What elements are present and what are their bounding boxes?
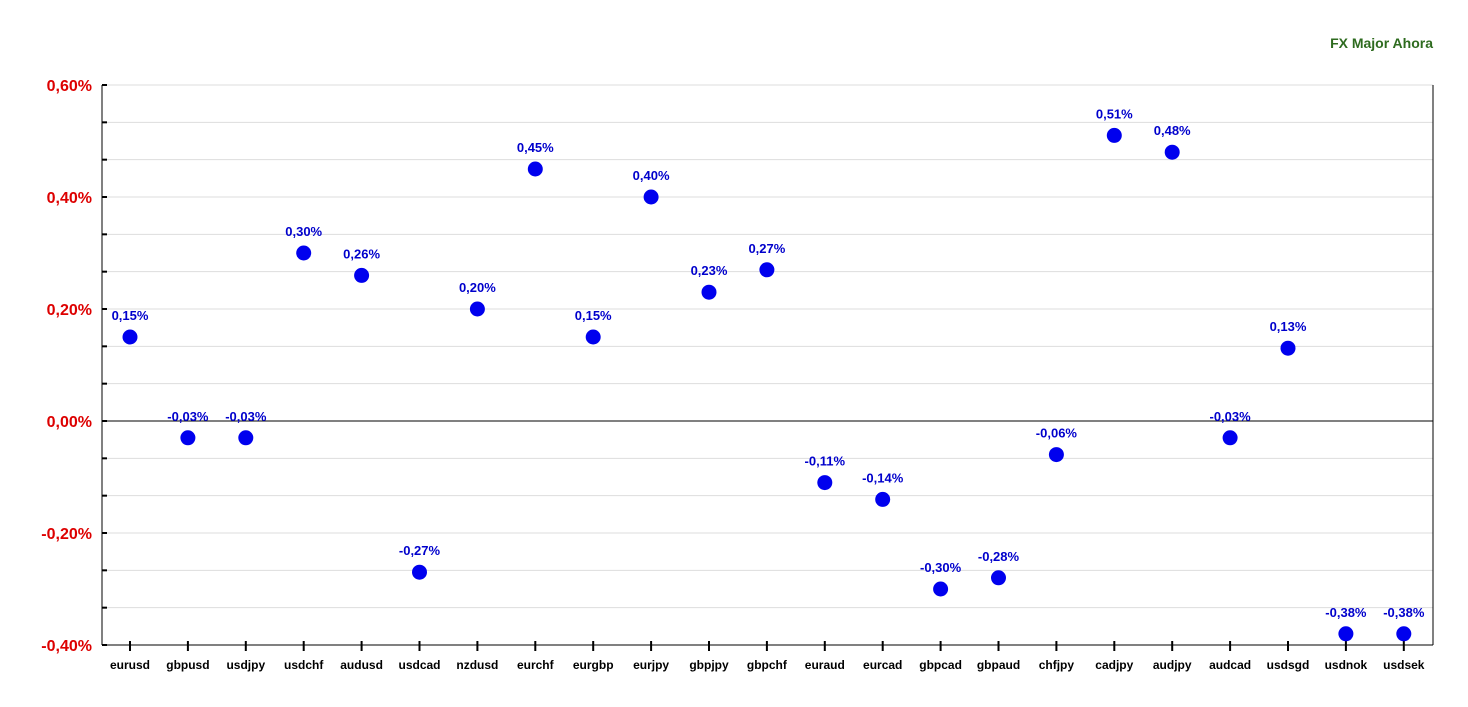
- data-label: 0,45%: [517, 140, 554, 155]
- x-tick-label: eurusd: [110, 658, 150, 672]
- data-point: [238, 430, 254, 446]
- x-tick-labels: eurusd gbpusd usdjpy usdchf audusd usdcad nzdu…: [110, 658, 1425, 672]
- x-tick-label: usdsgd: [1267, 658, 1310, 672]
- data-label: 0,40%: [633, 168, 670, 183]
- x-tick-label: usdcad: [398, 658, 440, 672]
- data-label: 0,27%: [748, 241, 785, 256]
- x-tick-label: usdsek: [1383, 658, 1425, 672]
- data-point: [643, 189, 659, 205]
- y-tick-labels: 0,60% 0,40% 0,20% 0,00% -0,20% -0,40%: [41, 78, 92, 655]
- y-tick-label: 0,40%: [47, 190, 92, 207]
- x-tick-label: gbpusd: [166, 658, 209, 672]
- data-label: -0,38%: [1383, 605, 1425, 620]
- data-label: -0,30%: [920, 560, 962, 575]
- x-tick-label: eurjpy: [633, 658, 669, 672]
- data-point: [817, 475, 833, 491]
- data-point: [1048, 447, 1064, 463]
- x-tick-label: gbpjpy: [689, 658, 729, 672]
- data-label: -0,03%: [1209, 409, 1251, 424]
- data-point: [1338, 626, 1354, 642]
- x-tick-label: euraud: [805, 658, 845, 672]
- data-point: [527, 161, 543, 177]
- x-tick-label: usdchf: [284, 658, 324, 672]
- data-label: -0,14%: [862, 470, 904, 485]
- data-label: 0,20%: [459, 280, 496, 295]
- data-point: [1280, 340, 1296, 356]
- x-tick-label: eurchf: [517, 658, 555, 672]
- y-tick-label: -0,20%: [41, 526, 92, 543]
- x-tick-label: audjpy: [1153, 658, 1192, 672]
- data-label: -0,03%: [225, 409, 267, 424]
- x-tick-label: audusd: [340, 658, 383, 672]
- data-point: [469, 301, 485, 317]
- data-point: [875, 491, 891, 507]
- data-label: -0,28%: [978, 549, 1020, 564]
- data-label: -0,11%: [805, 454, 846, 469]
- x-tick-label: chfjpy: [1039, 658, 1075, 672]
- y-tick-label: 0,20%: [47, 302, 92, 319]
- x-tick-label: eurgbp: [573, 658, 614, 672]
- data-point: [122, 329, 138, 345]
- data-points: [122, 127, 1412, 642]
- x-tick-label: gbpaud: [977, 658, 1020, 672]
- y-tick-label: 0,60%: [47, 78, 92, 95]
- data-label: -0,38%: [1325, 605, 1367, 620]
- data-point: [1222, 430, 1238, 446]
- x-tick-label: usdnok: [1325, 658, 1368, 672]
- data-label: 0,15%: [112, 308, 149, 323]
- data-point: [1164, 144, 1180, 160]
- data-label: 0,48%: [1154, 123, 1191, 138]
- data-label: 0,13%: [1270, 319, 1307, 334]
- data-point: [701, 284, 717, 300]
- x-tick-label: eurcad: [863, 658, 902, 672]
- data-point: [1396, 626, 1412, 642]
- data-point: [296, 245, 312, 261]
- x-tick-label: usdjpy: [226, 658, 265, 672]
- data-point: [585, 329, 601, 345]
- x-tick-label: gbpchf: [747, 658, 788, 672]
- data-point: [180, 430, 196, 446]
- data-label: -0,27%: [399, 543, 441, 558]
- grid-layer: [102, 84, 1433, 646]
- data-label: 0,15%: [575, 308, 612, 323]
- data-point: [991, 570, 1006, 586]
- chart-title: FX Major Ahora: [1330, 35, 1433, 51]
- data-point: [354, 267, 370, 283]
- x-tick-label: gbpcad: [919, 658, 962, 672]
- x-tick-label: nzdusd: [456, 658, 498, 672]
- y-tick-label: -0,40%: [41, 638, 92, 655]
- data-point: [933, 581, 949, 597]
- data-label: 0,30%: [285, 224, 322, 239]
- data-point: [759, 262, 775, 278]
- x-tick-label: cadjpy: [1095, 658, 1133, 672]
- data-point: [412, 564, 427, 580]
- data-point: [1106, 127, 1122, 143]
- x-tick-label: audcad: [1209, 658, 1251, 672]
- data-label: 0,26%: [343, 246, 380, 261]
- data-label: -0,06%: [1036, 426, 1078, 441]
- data-label: 0,51%: [1096, 106, 1133, 121]
- data-label: -0,03%: [167, 409, 209, 424]
- y-tick-label: 0,00%: [47, 414, 92, 431]
- axis-layer: [101, 84, 1434, 651]
- data-label: 0,23%: [691, 263, 728, 278]
- data-labels: 0,15% -0,03% -0,03% 0,30% 0,26% -0,27% 0,20% 0,…: [112, 106, 1425, 619]
